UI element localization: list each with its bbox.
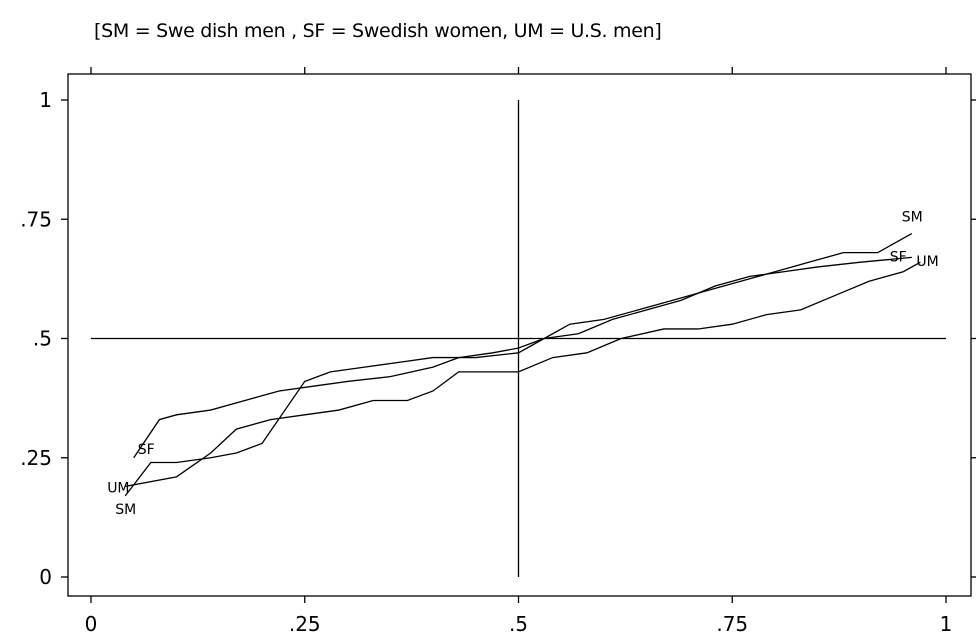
series-lines [124,232,921,497]
x-tick-label: .5 [509,612,528,636]
y-tick-label: 1 [39,88,52,112]
plot-frame [67,73,972,597]
y-tick-label: .25 [20,446,52,470]
series-start-label-sf: SF [138,442,155,458]
x-tick-label: .75 [716,612,748,636]
reference-lines [91,100,946,577]
series-start-label-um: UM [107,480,129,496]
chart-title: [SM = Swe dish men , SF = Swedish women,… [94,20,662,42]
series-end-label-um: UM [916,254,938,270]
axis-ticks: 0 .25 .5 .75 1 0 .25 .5 .75 1 [20,67,976,636]
y-tick-label: .75 [20,207,52,231]
series-line-um [125,261,921,488]
series-line-sf [133,256,912,459]
series-end-label-sm: SM [902,210,923,226]
plot-border [67,73,972,597]
series-start-label-sm: SM [115,502,136,518]
series-labels: SM SM SF SF UM UM [107,210,938,518]
series-line-sm [124,232,913,497]
series-end-label-sf: SF [890,249,907,265]
x-tick-label: 1 [940,612,953,636]
y-tick-label: 0 [39,565,52,589]
x-tick-label: .25 [289,612,321,636]
y-tick-label: .5 [33,327,52,351]
x-tick-label: 0 [85,612,98,636]
